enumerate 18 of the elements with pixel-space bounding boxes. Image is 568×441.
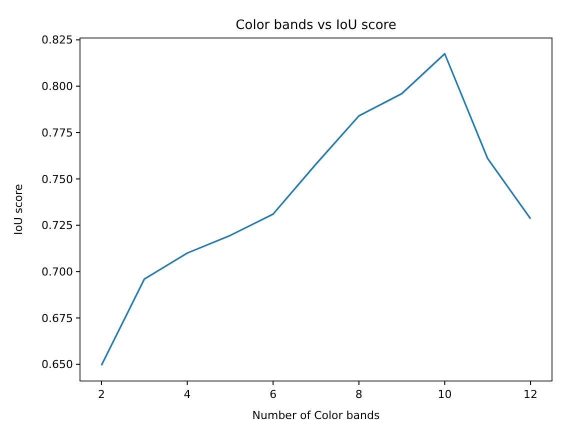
- x-axis-title: Number of Color bands: [252, 409, 380, 422]
- x-tick-label: 4: [184, 388, 191, 401]
- y-tick-label: 0.750: [42, 172, 73, 186]
- chart-title: Color bands vs IoU score: [236, 18, 396, 33]
- y-tick-label: 0.725: [42, 219, 73, 232]
- y-tick-label: 0.675: [42, 312, 73, 325]
- y-tick-label: 0.825: [42, 34, 73, 47]
- y-tick-label: 0.650: [42, 358, 73, 372]
- x-tick-label: 10: [438, 388, 452, 401]
- x-tick-label: 2: [98, 388, 105, 401]
- y-axis-title: IoU score: [12, 184, 25, 236]
- x-tick-label: 12: [524, 388, 538, 401]
- y-tick-label: 0.775: [42, 126, 73, 140]
- x-tick-label: 8: [355, 388, 362, 401]
- x-tick-label: 6: [270, 388, 277, 401]
- y-tick-label: 0.800: [42, 80, 73, 94]
- y-tick-label: 0.700: [42, 265, 73, 278]
- line-series: [100, 52, 532, 366]
